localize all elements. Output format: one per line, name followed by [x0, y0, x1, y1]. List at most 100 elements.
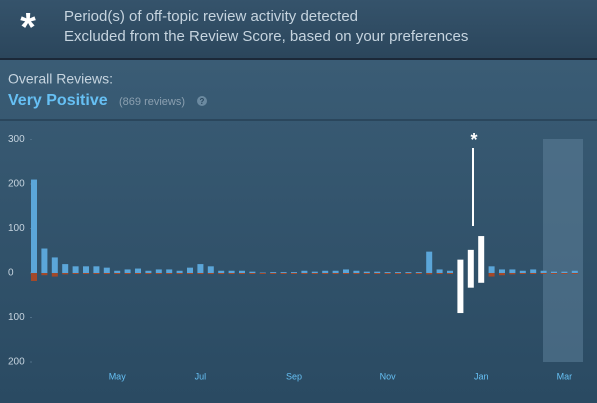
bar	[519, 270, 526, 273]
header-line2: Excluded from the Review Score, based on…	[64, 28, 468, 45]
bar	[176, 273, 183, 274]
bar	[31, 179, 37, 273]
header-line1: Period(s) of off-topic review activity d…	[64, 8, 358, 25]
bar	[103, 267, 110, 273]
bar	[239, 273, 245, 274]
bar	[72, 266, 79, 273]
bar	[114, 273, 121, 274]
y-tick-label: 100	[8, 312, 25, 323]
bar	[457, 273, 464, 314]
summary-label: Overall Reviews:	[8, 71, 113, 87]
bar	[291, 273, 297, 274]
help-mark[interactable]: ?	[200, 97, 205, 106]
bar	[436, 269, 443, 273]
bar	[426, 273, 433, 275]
bar	[41, 248, 48, 273]
bar	[155, 273, 162, 274]
header-bg	[0, 0, 597, 58]
bar	[499, 269, 505, 273]
bar	[218, 273, 225, 274]
bar	[447, 273, 453, 274]
bar	[415, 272, 422, 274]
bar	[405, 272, 412, 274]
x-tick-label: May	[109, 371, 127, 381]
bar	[322, 273, 329, 274]
x-tick-label: Mar	[557, 371, 573, 381]
bar	[31, 273, 37, 282]
bar	[239, 270, 245, 273]
bar	[551, 271, 557, 273]
bar	[311, 271, 318, 273]
bar	[51, 273, 58, 277]
bar	[332, 270, 339, 273]
bar	[280, 273, 287, 274]
bar	[145, 273, 152, 274]
bar	[395, 273, 401, 274]
bar	[218, 270, 225, 273]
bar	[197, 273, 204, 274]
bar	[270, 273, 277, 274]
bar	[83, 266, 89, 273]
bar	[478, 273, 485, 283]
bar	[343, 269, 349, 273]
bar	[93, 266, 100, 273]
bar	[499, 273, 505, 276]
bar	[187, 267, 193, 273]
bar	[530, 273, 537, 274]
bar	[561, 271, 568, 273]
y-tick-label: 300	[8, 134, 25, 145]
bar	[83, 273, 89, 274]
help-icon[interactable]	[197, 96, 207, 106]
bar	[155, 269, 162, 273]
bar	[509, 273, 516, 275]
rating: Very Positive	[8, 92, 108, 109]
bar	[93, 273, 100, 274]
annotation: *	[470, 130, 477, 150]
bar	[124, 269, 131, 273]
bar	[353, 273, 360, 274]
bar	[405, 273, 412, 274]
bar	[363, 273, 370, 274]
bar	[301, 273, 308, 274]
bar	[551, 273, 557, 274]
bar	[488, 266, 495, 273]
bar	[207, 273, 214, 274]
bar	[374, 271, 381, 273]
y-tick-label: 200	[8, 357, 25, 368]
bar	[374, 273, 381, 274]
bar	[530, 269, 537, 273]
bar	[467, 273, 474, 288]
bar	[166, 273, 173, 274]
bar	[270, 272, 277, 274]
x-tick-label: Sep	[286, 371, 302, 381]
bar	[353, 270, 360, 273]
bar	[395, 272, 401, 274]
bar	[249, 271, 256, 273]
bar	[519, 273, 526, 274]
bar	[488, 273, 495, 277]
bar	[478, 236, 485, 273]
bar	[197, 264, 204, 273]
bar	[436, 273, 443, 274]
bar	[62, 264, 69, 273]
bar	[228, 270, 235, 273]
bar	[561, 273, 568, 274]
bar	[176, 270, 183, 273]
review-count: (869 reviews)	[119, 96, 185, 108]
bar	[166, 269, 173, 273]
bar	[571, 273, 578, 274]
bar	[41, 273, 48, 276]
bar	[135, 273, 141, 274]
bar	[249, 273, 256, 274]
bar	[363, 271, 370, 273]
y-tick-label: 200	[8, 179, 25, 190]
bar	[571, 270, 578, 273]
range-highlight	[543, 139, 583, 362]
bar	[384, 273, 391, 274]
bar	[207, 266, 214, 273]
bar	[124, 273, 131, 274]
x-tick-label: Jan	[474, 371, 489, 381]
bar	[114, 270, 121, 273]
bar	[322, 270, 329, 273]
